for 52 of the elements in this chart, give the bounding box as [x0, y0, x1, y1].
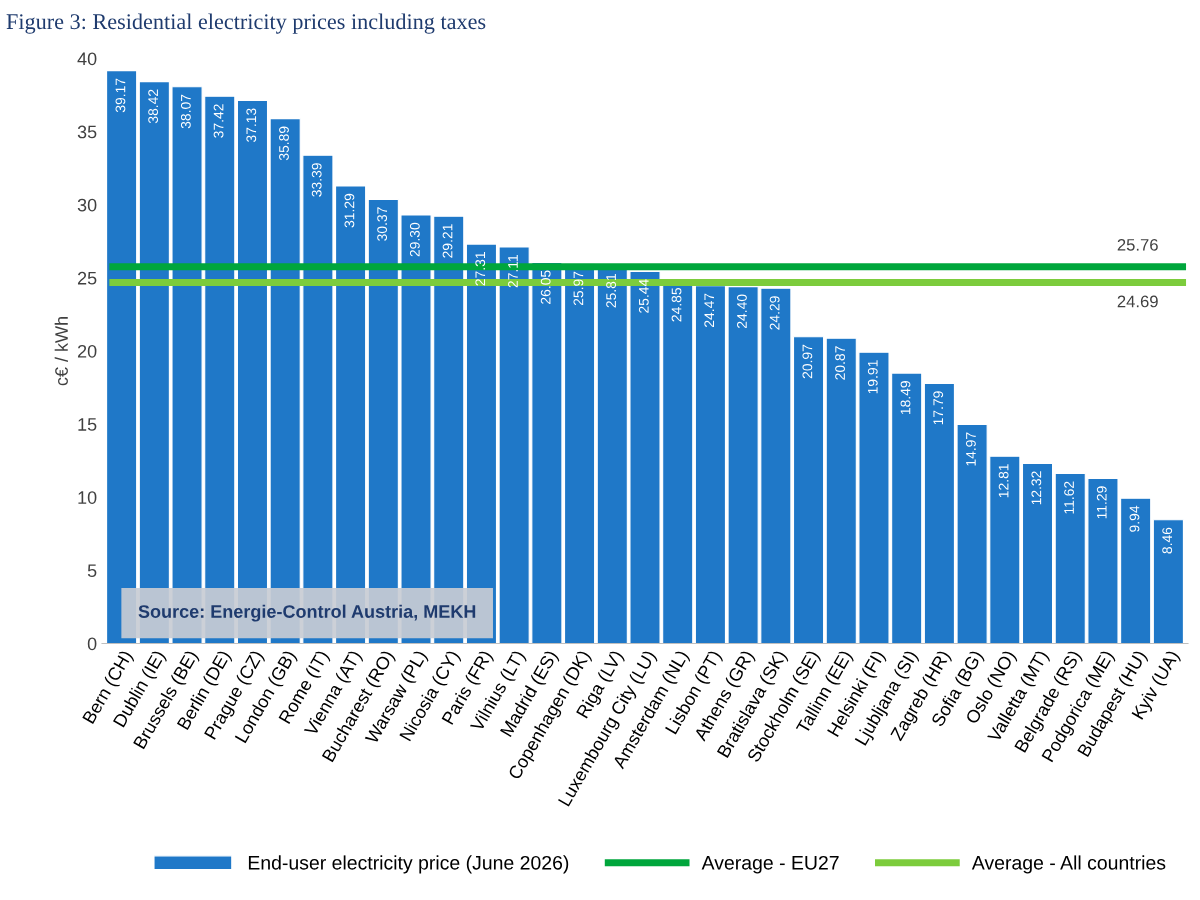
- data-label: 24.85: [671, 287, 682, 322]
- data-label: 30.37: [377, 207, 388, 241]
- y-tick-label: 20: [77, 344, 97, 358]
- data-label: 11.62: [1064, 481, 1074, 514]
- data-label: 35.89: [279, 126, 289, 161]
- legend-label: Average - All countries: [971, 855, 1166, 874]
- data-label: 29.30: [409, 222, 420, 257]
- data-label: 37.13: [246, 108, 257, 143]
- data-label: 9.94: [1129, 505, 1140, 532]
- data-label: 38.07: [180, 94, 191, 129]
- chart-title: Figure 3: Residential electricity prices including taxes: [6, 13, 486, 34]
- data-label: 24.47: [704, 293, 715, 327]
- annotation: Source: Energie-Control Austria, MEKH: [138, 604, 476, 622]
- annotation: 25.76: [1117, 238, 1158, 251]
- y-tick-label: 5: [87, 564, 97, 578]
- data-label: 20.97: [802, 344, 813, 379]
- data-label: 18.49: [900, 381, 911, 415]
- bar: [106, 70, 138, 644]
- data-label: 27.31: [475, 252, 486, 286]
- y-tick-label: 25: [77, 271, 97, 285]
- data-label: 33.39: [311, 163, 322, 197]
- legend-label: End-user electricity price (June 2026): [248, 855, 569, 874]
- data-label: 39.17: [115, 78, 126, 113]
- bar: [1152, 519, 1184, 644]
- data-label: 37.42: [213, 104, 224, 138]
- data-label: 24.29: [769, 296, 780, 330]
- data-label: 29.21: [442, 224, 453, 258]
- data-label: 24.40: [737, 294, 747, 329]
- legend-label: Average - EU27: [701, 855, 839, 874]
- data-label: 25.44: [638, 279, 649, 313]
- data-label: 14.97: [966, 432, 976, 466]
- y-tick-label: 0: [87, 637, 97, 651]
- y-tick-label: 40: [77, 52, 97, 66]
- data-label: 38.42: [148, 89, 159, 124]
- data-label: 25.97: [573, 271, 584, 306]
- data-label: 12.81: [998, 464, 1009, 498]
- data-label: 25.81: [606, 274, 617, 308]
- annotation: 24.69: [1117, 295, 1158, 308]
- data-label: 11.29: [1096, 486, 1107, 519]
- data-label: 19.91: [867, 360, 878, 394]
- data-label: 26.05: [540, 270, 551, 304]
- data-label: 20.87: [835, 346, 845, 380]
- y-tick-label: 10: [78, 491, 97, 504]
- data-label: 27.11: [508, 255, 518, 288]
- data-label: 8.46: [1162, 527, 1173, 554]
- y-tick-label: 35: [77, 125, 97, 139]
- data-label: 12.32: [1031, 471, 1042, 505]
- y-axis-title: c€ / kWh: [54, 317, 68, 386]
- y-tick-label: 30: [77, 198, 97, 212]
- data-label: 31.29: [344, 193, 355, 228]
- y-tick-label: 15: [78, 418, 97, 431]
- data-label: 17.79: [933, 391, 944, 425]
